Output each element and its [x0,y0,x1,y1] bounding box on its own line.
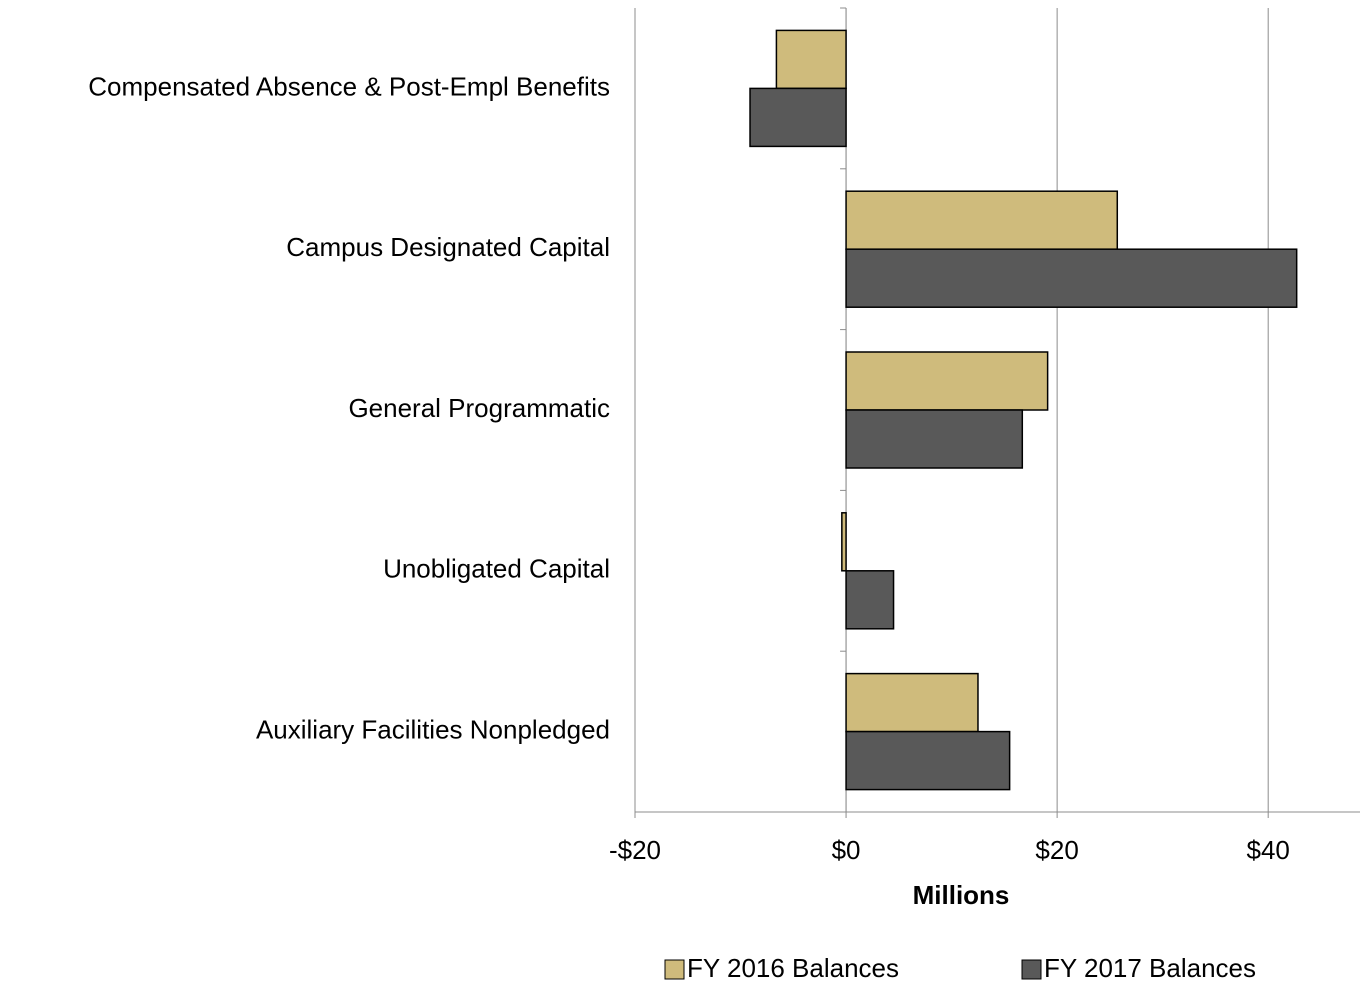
bar [845,190,1119,250]
x-tick-label: $40 [1246,835,1289,865]
x-tick-label: $0 [832,835,861,865]
x-axis-label: Millions [913,880,1010,910]
bar [845,351,1049,411]
y-tick-label: Auxiliary Facilities Nonpledged [256,714,610,744]
bar [775,29,847,90]
bar [845,672,979,733]
y-tick-label: General Programmatic [348,393,610,423]
x-tick-label: $20 [1035,835,1078,865]
legend-swatch [664,959,685,980]
bar [841,512,847,572]
bar [845,730,1011,791]
y-tick-label: Unobligated Capital [383,554,610,584]
y-tick-label: Campus Designated Capital [286,232,610,262]
bar [845,248,1298,308]
legend-label: FY 2016 Balances [687,953,899,983]
legend-label: FY 2017 Balances [1044,953,1256,983]
x-tick-label: -$20 [609,835,661,865]
legend-swatch [1021,959,1042,980]
y-tick-label: Compensated Absence & Post-Empl Benefits [88,71,610,101]
bar [749,87,847,148]
bar [845,409,1024,469]
bar [845,570,895,630]
